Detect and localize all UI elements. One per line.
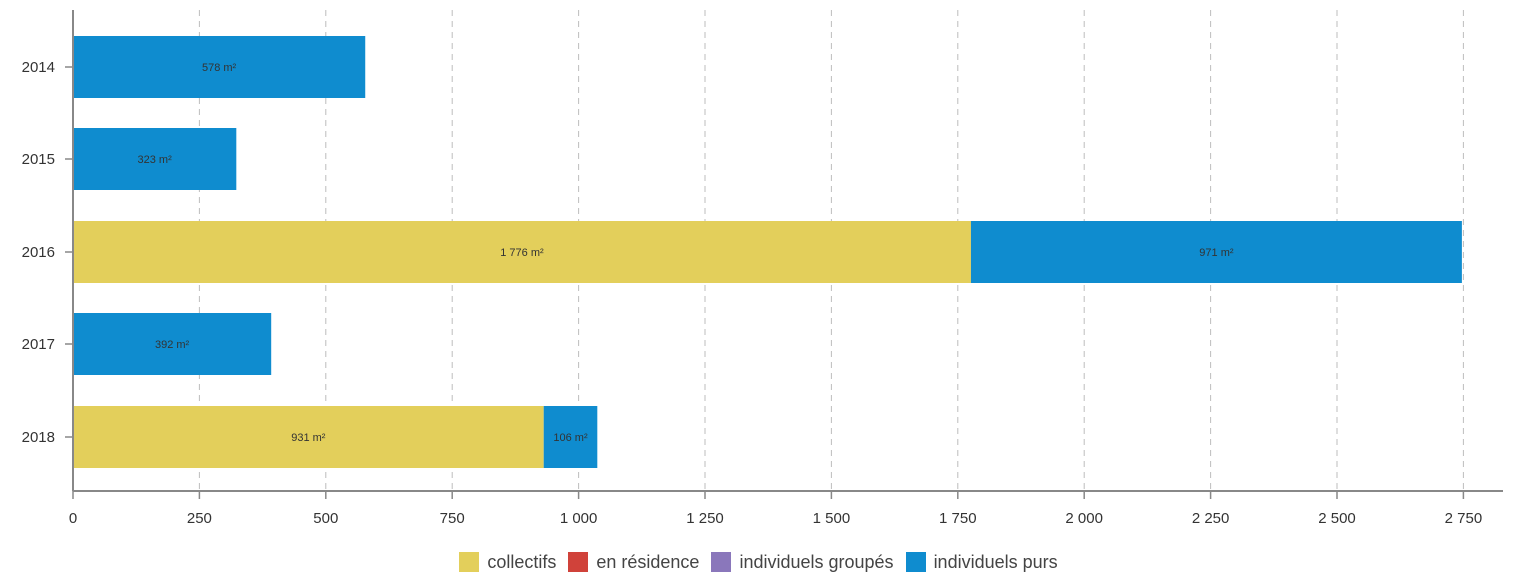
legend-label: individuels groupés: [739, 551, 894, 572]
y-tick-label: 2017: [22, 336, 55, 353]
bar-segment: [73, 313, 272, 375]
x-tick-label: 2 500: [1318, 510, 1356, 527]
legend-item: collectifs: [459, 552, 556, 573]
x-tick-label: 750: [440, 510, 465, 527]
bar-segment: [73, 36, 366, 98]
y-tick-label: 2018: [22, 429, 55, 446]
x-tick-label: 2 250: [1192, 510, 1230, 527]
bar-segment: [73, 128, 237, 190]
bar-value-label: 1 776 m²: [500, 247, 544, 259]
legend-swatch: [905, 552, 926, 572]
bar-segment: [970, 221, 1462, 283]
x-tick-label: 250: [187, 510, 212, 527]
bar-value-label: 323 m²: [138, 154, 173, 166]
chart: 578 m² 323 m² 1 776 m² 971 m² 392 m² 931 m² 10…: [22, 10, 1503, 527]
axes: 0 250 500 750 1 000 1 250 1 500 1 750 2 000 2 250…: [22, 10, 1503, 527]
x-tick-label: 500: [313, 510, 338, 527]
legend-label: en résidence: [596, 551, 700, 572]
bars: 578 m² 323 m² 1 776 m² 971 m² 392 m² 931 m² 10…: [73, 36, 1462, 468]
y-tick-label: 2015: [22, 151, 55, 168]
bar-segment: [543, 406, 598, 468]
bar-value-label: 578 m²: [202, 62, 237, 74]
legend-label: collectifs: [487, 551, 557, 572]
bar-value-label: 106 m²: [553, 432, 588, 444]
x-tick-label: 1 500: [813, 510, 851, 527]
legend: collectifs en résidence individuels groupé…: [0, 549, 1517, 575]
legend-swatch: [459, 552, 480, 572]
legend-item: individuels purs: [905, 551, 1058, 573]
legend-item: en résidence: [568, 552, 699, 573]
bar-segment: [73, 221, 971, 283]
bar-value-label: 931 m²: [291, 432, 326, 444]
x-tick-label: 2 750: [1445, 510, 1483, 527]
legend-label: individuels purs: [933, 551, 1058, 572]
bar-value-label: 392 m²: [155, 339, 190, 351]
x-tick-label: 2 000: [1065, 510, 1103, 527]
bar-segment: [73, 406, 544, 468]
bar-value-label: 971 m²: [1199, 247, 1234, 259]
x-tick-label: 1 750: [939, 510, 977, 527]
legend-item: individuels groupés: [711, 551, 894, 573]
x-tick-label: 1 000: [560, 510, 598, 527]
y-tick-label: 2016: [22, 244, 55, 261]
x-tick-label: 0: [69, 510, 77, 527]
y-tick-label: 2014: [22, 59, 55, 76]
legend-swatch: [568, 552, 589, 572]
legend-swatch: [711, 552, 732, 572]
x-tick-label: 1 250: [686, 510, 724, 527]
